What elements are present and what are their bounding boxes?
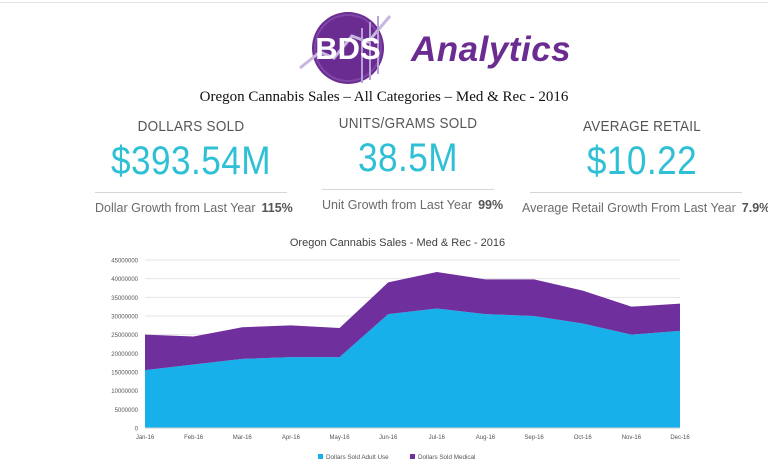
y-tick-label: 40000000 bbox=[111, 277, 138, 283]
y-tick-label: 30000000 bbox=[111, 315, 138, 321]
bds-logo-circle-icon: BDS bbox=[299, 12, 392, 84]
chart-title: Oregon Cannabis Sales - Med & Rec - 2016 bbox=[290, 237, 505, 249]
kpi-divider bbox=[322, 189, 494, 190]
y-tick-label: 45000000 bbox=[111, 259, 138, 265]
x-tick-label: Feb-16 bbox=[184, 435, 204, 441]
x-tick-label: May-16 bbox=[330, 435, 351, 441]
kpi-growth-label: Average Retail Growth From Last Year bbox=[522, 201, 736, 215]
kpi-growth-label: Dollar Growth from Last Year bbox=[95, 201, 256, 215]
series-area-medical bbox=[145, 271, 680, 371]
bds-analytics-logo: BDS Analytics bbox=[296, 8, 596, 88]
kpi-label: UNITS/GRAMS SOLD bbox=[338, 115, 478, 132]
x-tick-label: Apr-16 bbox=[282, 435, 301, 441]
y-tick-label: 25000000 bbox=[111, 333, 138, 339]
legend-label: Dollars Sold Adult Use bbox=[326, 454, 389, 461]
x-tick-label: Jul-16 bbox=[429, 435, 446, 441]
x-tick-label: Sep-16 bbox=[524, 435, 544, 441]
kpi-value: $10.22 bbox=[586, 139, 698, 183]
kpi-units-sold: UNITS/GRAMS SOLD 38.5M Unit Growth from … bbox=[322, 115, 503, 228]
y-tick-label: 0 bbox=[135, 427, 139, 433]
kpi-label: AVERAGE RETAIL bbox=[582, 118, 702, 135]
y-tick-label: 35000000 bbox=[111, 296, 138, 302]
kpi-growth: Dollar Growth from Last Year 115% bbox=[95, 201, 293, 215]
logo-bds-text: BDS bbox=[315, 31, 380, 66]
x-tick-label: Dec-16 bbox=[670, 435, 690, 441]
y-tick-label: 20000000 bbox=[111, 352, 138, 358]
kpi-divider bbox=[95, 192, 287, 193]
kpi-growth-label: Unit Growth from Last Year bbox=[322, 198, 473, 212]
series-area-adult-use bbox=[145, 308, 680, 428]
x-tick-label: Mar-16 bbox=[233, 435, 253, 441]
kpi-dollars-sold: DOLLARS SOLD $393.54M Dollar Growth from… bbox=[95, 118, 293, 228]
page-title: Oregon Cannabis Sales – All Categories –… bbox=[199, 89, 569, 105]
kpi-value: 38.5M bbox=[357, 136, 459, 180]
x-tick-label: Oct-16 bbox=[574, 435, 593, 441]
kpi-growth-value: 115% bbox=[261, 201, 293, 215]
sales-area-chart: Oregon Cannabis Sales - Med & Rec - 2016… bbox=[111, 237, 690, 461]
y-tick-label: 5000000 bbox=[115, 408, 139, 414]
legend-label: Dollars Sold Medical bbox=[418, 454, 475, 461]
logo-analytics-text: Analytics bbox=[411, 30, 572, 69]
kpi-divider bbox=[530, 192, 742, 193]
legend-swatch bbox=[318, 454, 323, 459]
y-tick-label: 10000000 bbox=[111, 389, 138, 395]
kpi-growth: Average Retail Growth From Last Year 7.9% bbox=[522, 201, 768, 215]
kpi-value: $393.54M bbox=[110, 139, 272, 183]
top-divider bbox=[0, 2, 768, 3]
legend-swatch bbox=[410, 454, 415, 459]
y-tick-label: 15000000 bbox=[111, 371, 138, 377]
kpi-average-retail: AVERAGE RETAIL $10.22 Average Retail Gro… bbox=[522, 118, 768, 228]
x-tick-label: Jun-16 bbox=[379, 435, 398, 441]
kpi-growth: Unit Growth from Last Year 99% bbox=[322, 198, 503, 212]
x-tick-label: Jan-16 bbox=[136, 435, 155, 441]
kpi-growth-value: 99% bbox=[478, 198, 504, 212]
x-tick-label: Nov-16 bbox=[622, 435, 642, 441]
kpi-label: DOLLARS SOLD bbox=[137, 118, 245, 135]
x-tick-label: Aug-16 bbox=[476, 435, 496, 441]
kpi-growth-value: 7.9% bbox=[741, 201, 768, 215]
